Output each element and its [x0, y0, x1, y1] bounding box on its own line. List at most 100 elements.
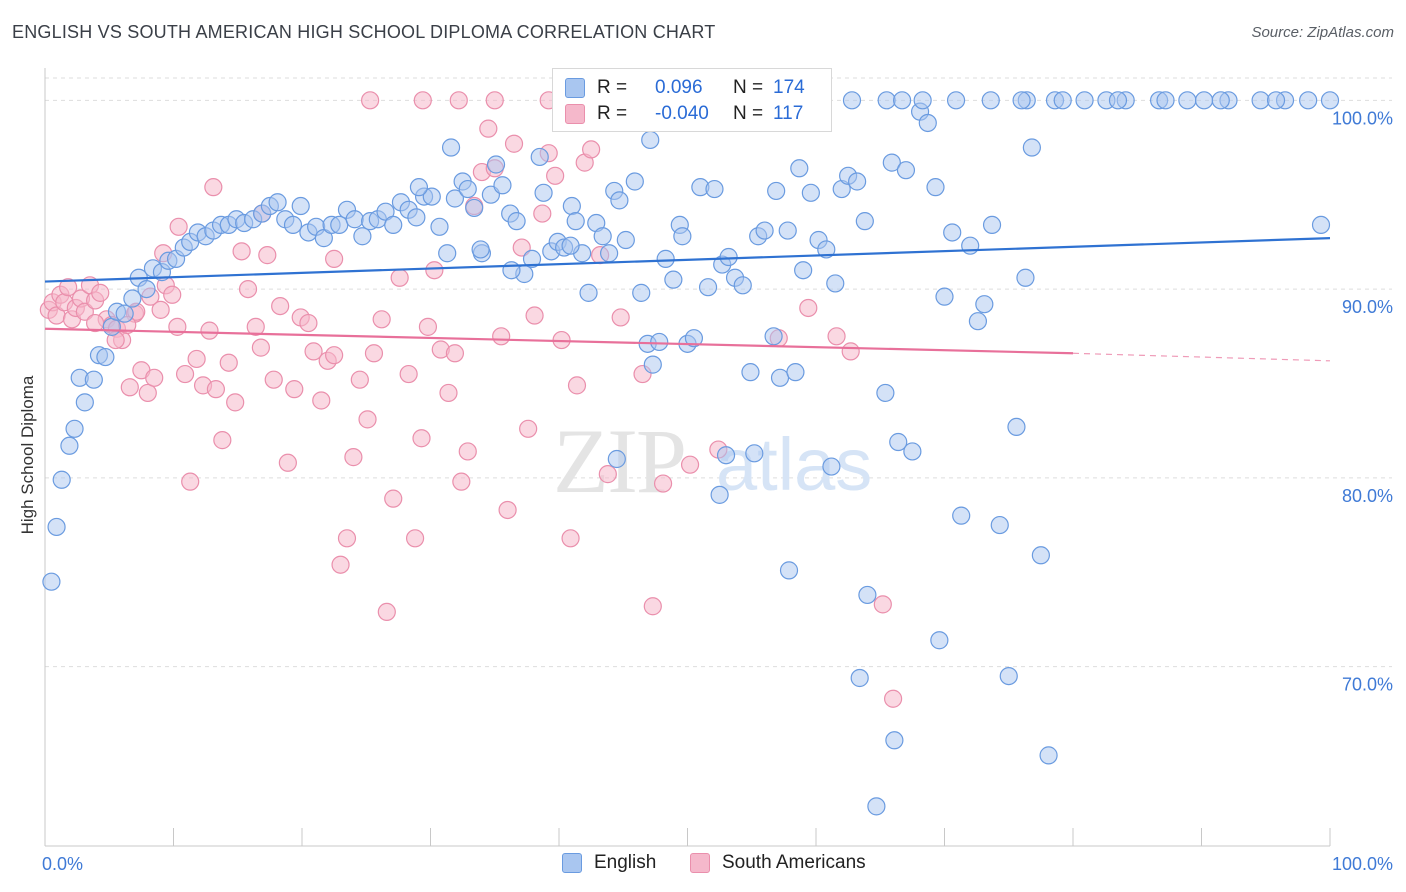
data-point-english: [47, 517, 66, 537]
data-point-english: [745, 444, 764, 463]
data-point-south-americans: [285, 380, 304, 399]
data-point-south-americans: [680, 455, 700, 474]
data-point-english: [952, 506, 971, 525]
data-point-english: [710, 485, 729, 504]
zipatlas-watermark: ZIP atlas: [553, 410, 872, 512]
data-point-english: [561, 236, 580, 255]
data-point-english: [1211, 91, 1230, 110]
y-tick-label: 90.0%: [1342, 297, 1393, 317]
data-point-english: [593, 227, 612, 246]
source-label: Source: ZipAtlas.com: [1251, 24, 1394, 41]
data-point-south-americans: [361, 91, 380, 110]
trend-lines: [44, 237, 1331, 362]
data-point-english: [534, 183, 553, 202]
data-point-english: [493, 176, 512, 195]
data-point-south-americans: [452, 472, 471, 491]
data-point-english: [579, 283, 598, 302]
data-point-south-americans: [445, 344, 465, 363]
data-point-south-americans: [59, 278, 78, 297]
data-point-english: [1194, 91, 1214, 110]
data-point-english: [1012, 91, 1031, 110]
n-label: N =: [733, 77, 764, 98]
data-point-english: [801, 183, 820, 202]
data-point-english: [84, 370, 103, 389]
data-point-english: [441, 138, 461, 157]
data-point-south-americans: [175, 364, 195, 384]
data-point-south-americans: [390, 268, 409, 287]
data-point-south-americans: [412, 429, 431, 448]
y-tick-label: 100.0%: [1332, 108, 1393, 128]
data-point-south-americans: [226, 393, 245, 412]
data-point-south-americans: [238, 279, 258, 299]
data-point-english: [698, 278, 718, 297]
data-point-english: [876, 383, 895, 403]
data-point-south-americans: [344, 448, 363, 467]
data-point-english: [102, 317, 121, 336]
data-point-south-americans: [498, 500, 517, 520]
data-point-south-americans: [883, 689, 903, 708]
data-point-english: [982, 215, 1002, 235]
data-point-english: [607, 449, 626, 469]
data-point-english: [770, 368, 790, 387]
data-point-english: [684, 329, 704, 348]
data-point-south-americans: [519, 419, 538, 438]
data-point-south-americans: [181, 472, 200, 491]
data-point-english: [438, 244, 457, 263]
data-point-english: [641, 130, 660, 150]
r-label: R =: [597, 77, 628, 98]
series-english: [42, 91, 1340, 816]
data-point-south-americans: [258, 246, 277, 265]
data-point-english: [1031, 546, 1050, 565]
data-point-english: [903, 442, 922, 461]
data-point-english: [1311, 215, 1331, 235]
data-point-south-americans: [219, 353, 238, 372]
watermark-atlas: atlas: [716, 423, 872, 506]
data-point-english: [137, 279, 156, 299]
data-point-south-americans: [325, 249, 344, 268]
data-point-english: [822, 457, 841, 476]
data-point-english: [975, 295, 994, 314]
x-tick-label: 0.0%: [42, 854, 83, 874]
data-point-south-americans: [479, 119, 498, 138]
data-point-english: [1075, 91, 1094, 110]
data-point-english: [345, 210, 364, 229]
data-point-south-americans: [213, 431, 232, 450]
data-point-south-americans: [567, 376, 587, 395]
data-point-english: [643, 355, 662, 374]
y-tick-label: 70.0%: [1342, 675, 1393, 695]
data-point-south-americans: [413, 91, 432, 110]
data-point-south-americans: [485, 91, 504, 110]
data-point-english: [96, 347, 115, 367]
data-point-english: [999, 666, 1018, 686]
data-point-south-americans: [75, 302, 94, 321]
data-point-english: [1053, 91, 1072, 110]
data-point-english: [817, 240, 836, 259]
south-americans-swatch: [565, 104, 585, 124]
data-point-south-americans: [91, 283, 110, 302]
data-point-english: [981, 91, 1000, 110]
trend-extension-south-americans: [1072, 352, 1331, 362]
data-point-south-americans: [304, 342, 323, 361]
data-point-south-americans: [399, 364, 418, 384]
data-point-english: [1108, 91, 1128, 110]
data-point-english: [65, 419, 84, 438]
data-point-south-americans: [561, 529, 580, 548]
data-point-english: [767, 181, 786, 201]
data-point-english: [850, 668, 869, 688]
data-point-english: [562, 196, 581, 216]
legend-label: South Americans: [722, 852, 866, 873]
english-swatch: [565, 78, 585, 98]
data-point-english: [786, 363, 805, 382]
data-point-english: [60, 436, 79, 455]
data-point-english: [877, 91, 896, 110]
data-point-english: [502, 261, 521, 280]
data-point-english: [283, 215, 303, 235]
data-point-south-americans: [546, 166, 565, 185]
data-point-south-americans: [278, 453, 297, 472]
series-south-americans: [39, 91, 903, 708]
axes: [44, 68, 1331, 847]
data-point-english: [892, 91, 912, 110]
data-point-south-americans: [151, 300, 170, 319]
data-point-south-americans: [504, 134, 524, 153]
